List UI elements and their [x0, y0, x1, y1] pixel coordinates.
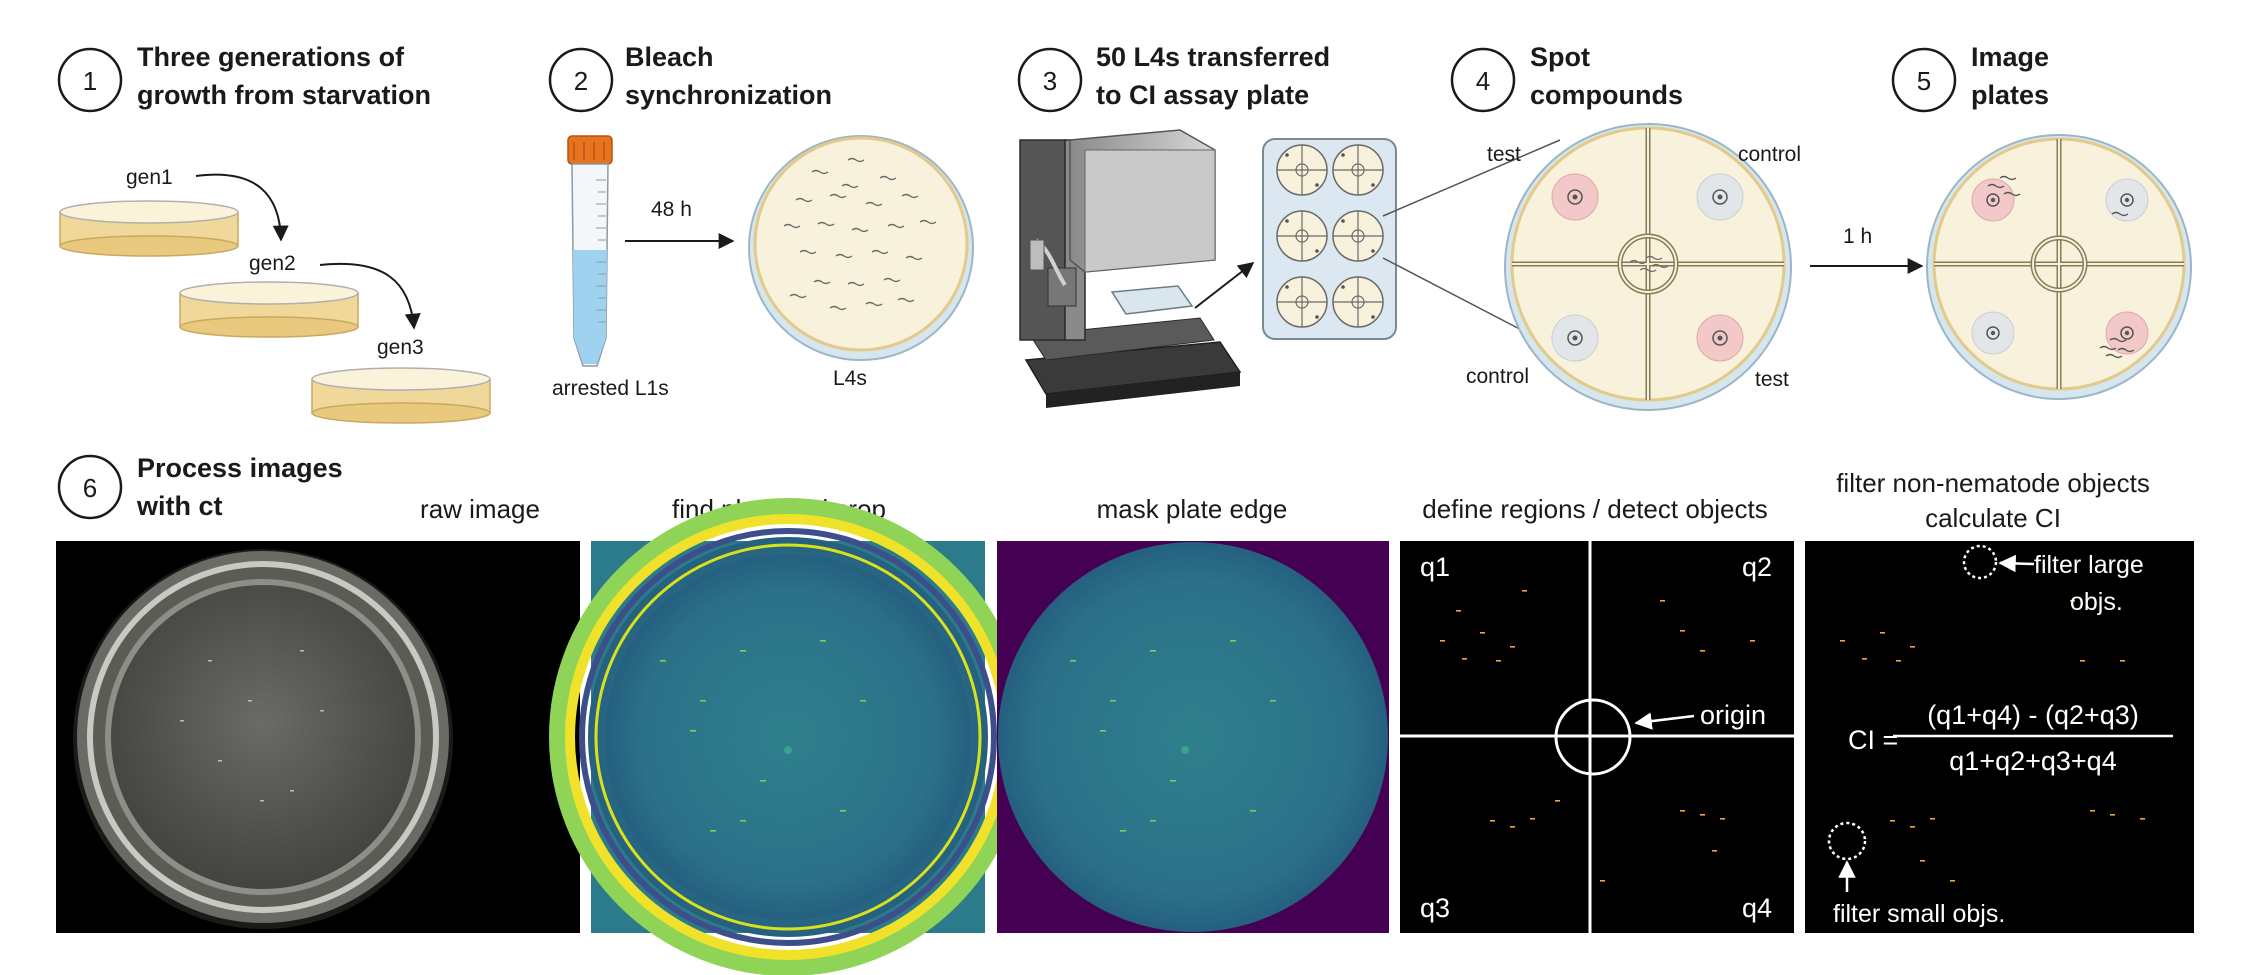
step-2-title-line2: synchronization — [625, 80, 832, 110]
origin-arrow — [1634, 712, 1695, 730]
dish-gen2 — [179, 281, 359, 338]
step-1-title-line1: Three generations of — [137, 42, 405, 72]
step-4: 4 Spot compounds test control — [1450, 42, 1801, 411]
regions-panel: q1 q2 q3 q4 origin — [1400, 541, 1794, 933]
conical-tube-icon — [567, 135, 613, 367]
arrested-l1s-label: arrested L1s — [552, 377, 669, 400]
step-1-title-line2: growth from starvation — [137, 80, 431, 110]
ci-lhs: CI = — [1848, 725, 1898, 755]
test-label-top: test — [1487, 143, 1521, 166]
l4s-label: L4s — [833, 367, 867, 390]
step-4-circle — [1450, 47, 1516, 113]
time-1h-label: 1 h — [1843, 225, 1872, 248]
step-3-number: 3 — [1043, 66, 1057, 96]
worm-picker-machine-icon — [1019, 129, 1242, 408]
origin-label: origin — [1700, 700, 1766, 730]
zoom-line-top — [1382, 139, 1561, 217]
q3-label: q3 — [1420, 893, 1450, 923]
l4-worms — [783, 157, 937, 311]
step-6-title-line2: with ct — [136, 491, 223, 521]
step-2-circle — [548, 47, 614, 113]
dish-gen1 — [59, 200, 239, 257]
step-6-title-line1: Process images — [137, 453, 343, 483]
dish-gen3 — [311, 367, 491, 424]
panel-filter-title-line1: filter non-nematode objects — [1836, 468, 2150, 498]
q1-label: q1 — [1420, 552, 1450, 582]
time-48h-label: 48 h — [651, 198, 692, 221]
step-3: 3 50 L4s transferred to CI assay plate — [1017, 42, 1561, 408]
filter-small-label: filter small objs. — [1833, 900, 2005, 928]
step-1: 1 Three generations of growth from starv… — [57, 42, 491, 424]
imaged-plate-icon — [1926, 134, 2192, 400]
step-5-circle — [1891, 47, 1957, 113]
q4-label: q4 — [1742, 893, 1772, 923]
small-object-marker — [1827, 821, 1867, 861]
filtered-objects — [1840, 600, 2145, 882]
gen1-label: gen1 — [126, 166, 173, 189]
step-2: 2 Bleach synchronization arrested L1s 48… — [548, 42, 974, 400]
step-3-title-line1: 50 L4s transferred — [1096, 42, 1330, 72]
step-1-circle — [57, 47, 123, 113]
origin-circle — [1554, 698, 1632, 776]
l4-plate-icon — [748, 135, 974, 361]
step-5-title-line1: Image — [1971, 42, 2049, 72]
step-5: 5 Image plates 1 h — [1810, 42, 2192, 400]
ci-numerator: (q1+q4) - (q2+q3) — [1927, 700, 2139, 730]
step-1-number: 1 — [83, 66, 97, 96]
panel-mask-title: mask plate edge — [1097, 494, 1288, 524]
step-6: 6 Process images with ct raw image find … — [56, 453, 2194, 975]
step-5-title-line2: plates — [1971, 80, 2049, 110]
ci-denominator: q1+q2+q3+q4 — [1949, 746, 2116, 776]
step-4-title-line2: compounds — [1530, 80, 1683, 110]
step-4-number: 4 — [1476, 66, 1490, 96]
raw-image-panel — [56, 541, 580, 933]
step-4-title-line1: Spot — [1530, 42, 1590, 72]
large-object-marker — [1962, 544, 1998, 580]
gen2-to-gen3-arrow — [319, 262, 421, 330]
q2-label: q2 — [1742, 552, 1772, 582]
control-label-top: control — [1738, 143, 1801, 166]
gen3-label: gen3 — [377, 336, 424, 359]
filter-large-label-line1: filter large — [2034, 551, 2144, 579]
panel-filter-title-line2: calculate CI — [1925, 503, 2061, 533]
step-5-number: 5 — [1917, 66, 1931, 96]
step-2-number: 2 — [574, 66, 588, 96]
ci-assay-plate-6well-icon — [1262, 138, 1397, 340]
filter-large-label-line2: objs. — [2070, 588, 2123, 616]
crop-panel — [549, 498, 1027, 975]
panel-raw-title: raw image — [420, 494, 540, 524]
detected-objects — [1440, 590, 1755, 882]
control-label-bottom: control — [1466, 365, 1529, 388]
filter-large-arrow — [1998, 554, 2035, 573]
mask-panel — [997, 541, 1389, 933]
step-6-circle — [57, 454, 123, 520]
step-3-title-line2: to CI assay plate — [1096, 80, 1309, 110]
gen1-to-gen2-arrow — [195, 173, 289, 242]
spotted-plate-icon — [1504, 123, 1792, 411]
filter-panel: filter large objs. CI = (q1+q4) - (q2+q3… — [1805, 541, 2194, 933]
step-3-circle — [1017, 47, 1083, 113]
panel-regions-title: define regions / detect objects — [1422, 494, 1767, 524]
step-2-title-line1: Bleach — [625, 42, 714, 72]
imaged-worms — [1987, 175, 2135, 359]
test-label-bottom: test — [1755, 368, 1789, 391]
step-6-number: 6 — [83, 473, 97, 503]
machine-to-plate-arrow — [1194, 262, 1255, 309]
gen2-label: gen2 — [249, 252, 296, 275]
